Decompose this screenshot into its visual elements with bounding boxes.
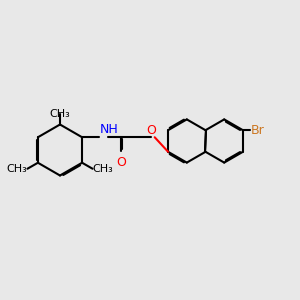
Text: O: O — [116, 156, 126, 169]
Text: Br: Br — [251, 124, 265, 137]
Text: O: O — [146, 124, 156, 137]
Text: NH: NH — [100, 123, 119, 136]
Text: CH₃: CH₃ — [93, 164, 113, 174]
Text: CH₃: CH₃ — [50, 109, 70, 119]
Text: CH₃: CH₃ — [7, 164, 27, 174]
